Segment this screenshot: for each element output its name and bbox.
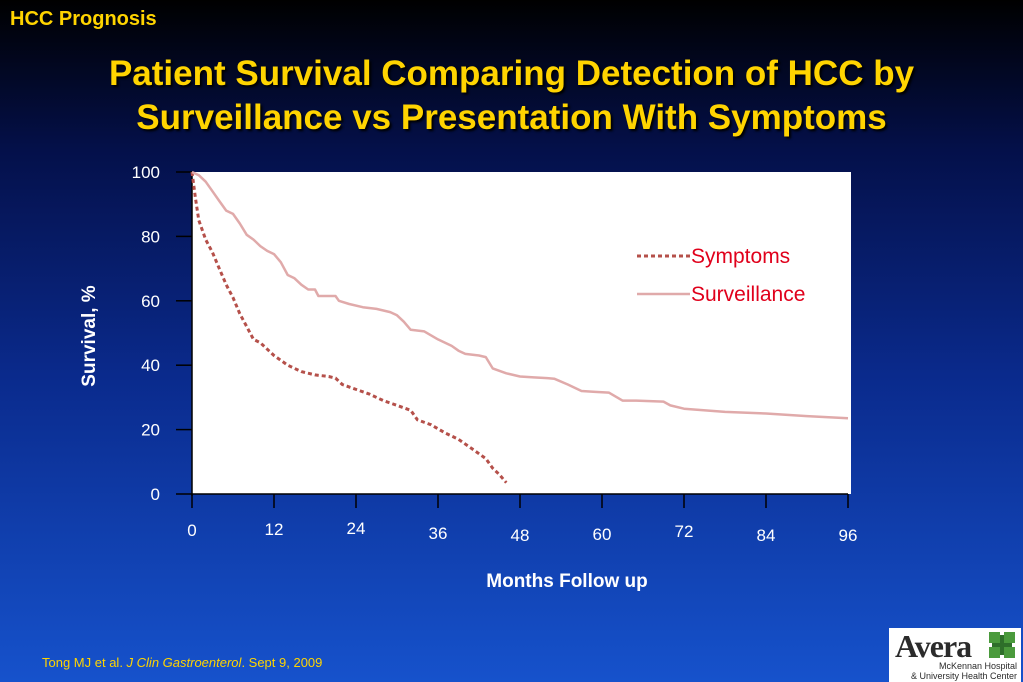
legend-label-symptoms: Symptoms xyxy=(691,245,790,268)
x-tick-label: 24 xyxy=(347,519,366,538)
citation-journal: J Clin Gastroenterol xyxy=(126,655,242,670)
x-axis-label: Months Follow up xyxy=(486,571,647,592)
series-line-symptoms xyxy=(190,171,508,484)
avera-logo: Avera McKennan Hospital & University Hea… xyxy=(889,628,1021,682)
x-tick-label: 48 xyxy=(511,526,530,545)
citation: Tong MJ et al. J Clin Gastroenterol. Sep… xyxy=(42,655,322,670)
x-tick-label: 12 xyxy=(265,520,284,539)
x-tick-label: 0 xyxy=(187,521,196,540)
y-tick-label: 0 xyxy=(151,485,160,504)
section-label: HCC Prognosis xyxy=(10,8,157,30)
y-axis-label: Survival, % xyxy=(79,285,100,386)
x-tick-label: 36 xyxy=(429,524,448,543)
slide-title-line-2: Surveillance vs Presentation With Sympto… xyxy=(136,98,887,137)
logo-hospital-name: McKennan Hospital xyxy=(938,661,1017,671)
logo-center-name: & University Health Center xyxy=(910,671,1017,681)
plot-area xyxy=(192,172,851,494)
y-tick-label: 20 xyxy=(141,421,160,440)
x-tick-label: 96 xyxy=(839,526,858,545)
legend: Symptoms Surveillance xyxy=(637,245,805,306)
x-tick-label: 84 xyxy=(757,526,776,545)
citation-date: . Sept 9, 2009 xyxy=(241,655,323,670)
y-tick-label: 100 xyxy=(132,163,160,182)
slide-title: Patient Survival Comparing Detection of … xyxy=(0,52,1023,140)
series-layer xyxy=(190,170,849,484)
logo-cross-icon xyxy=(989,632,1015,658)
y-tick-label: 80 xyxy=(141,227,160,246)
legend-label-surveillance: Surveillance xyxy=(691,283,805,306)
logo-wordmark: Avera xyxy=(895,628,972,664)
axes: 0 12 24 36 48 60 72 84 96 0 20 40 60 80 100 xyxy=(132,163,858,545)
x-tick-label: 60 xyxy=(593,525,612,544)
series-line-surveillance xyxy=(191,170,849,420)
y-tick-label: 40 xyxy=(141,356,160,375)
citation-authors: Tong MJ et al. xyxy=(42,655,127,670)
slide-title-line-1: Patient Survival Comparing Detection of … xyxy=(108,54,915,93)
x-tick-label: 72 xyxy=(675,522,694,541)
y-tick-label: 60 xyxy=(141,292,160,311)
